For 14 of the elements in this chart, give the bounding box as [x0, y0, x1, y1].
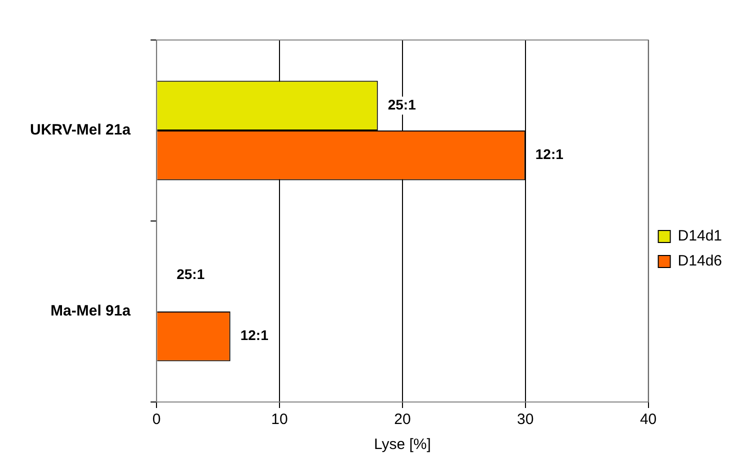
x-axis-title: Lyse [%]: [374, 436, 431, 454]
x-tick-label: 40: [640, 411, 657, 428]
x-tick-label: 20: [394, 411, 411, 428]
x-tick-label: 0: [152, 411, 161, 428]
legend-label: D14d6: [678, 252, 722, 270]
legend-label: D14d1: [678, 228, 722, 245]
data-label: 12:1: [240, 327, 269, 344]
annotation: 25:1: [176, 266, 205, 282]
x-tick-label: 30: [517, 411, 534, 428]
x-tick-label: 10: [271, 411, 288, 428]
data-label: 25:1: [388, 96, 416, 112]
data-label: 12:1: [535, 146, 564, 162]
y-tick-label: UKRV-Mel 21a: [30, 122, 132, 139]
y-tick-label: Ma-Mel 91a: [50, 302, 132, 320]
